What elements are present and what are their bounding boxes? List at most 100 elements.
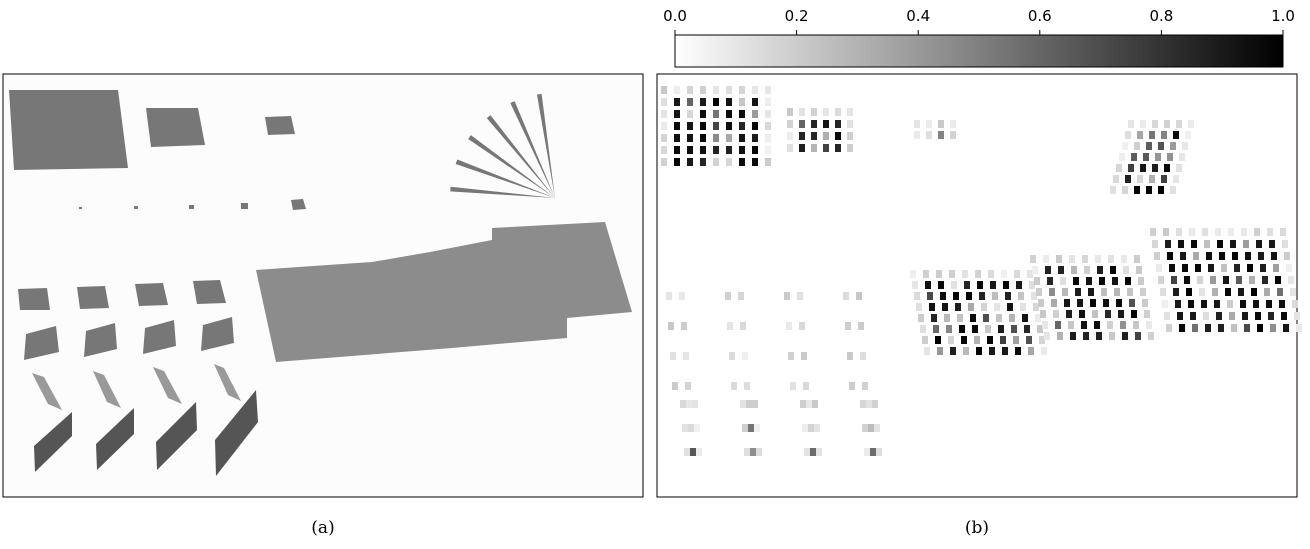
error-square	[1142, 299, 1148, 307]
error-square	[1024, 325, 1030, 333]
error-square	[1148, 332, 1154, 340]
error-square	[726, 122, 732, 130]
error-square	[1107, 321, 1113, 329]
error-square	[674, 86, 680, 94]
error-square	[1152, 240, 1158, 248]
error-square	[1099, 277, 1105, 285]
error-square	[811, 144, 817, 152]
error-square	[1122, 332, 1128, 340]
error-square	[1162, 300, 1168, 308]
error-square	[933, 325, 939, 333]
error-square	[696, 448, 702, 456]
error-square	[1088, 288, 1094, 296]
tick-label: 0.4	[906, 7, 930, 25]
tick-label: 1.0	[1271, 7, 1295, 25]
error-square	[856, 292, 862, 300]
error-square	[700, 146, 706, 154]
error-square	[1186, 288, 1192, 296]
error-square	[744, 382, 750, 390]
error-square	[694, 424, 700, 432]
error-square	[814, 424, 820, 432]
error-square	[739, 122, 745, 130]
error-square	[1195, 264, 1201, 272]
error-square	[845, 322, 851, 330]
error-square	[823, 132, 829, 140]
fan	[450, 93, 555, 198]
error-square	[738, 292, 744, 300]
error-square	[1170, 186, 1176, 194]
error-square	[937, 347, 943, 355]
error-square	[876, 448, 882, 456]
error-square	[765, 110, 771, 118]
error-square	[1188, 300, 1194, 308]
error-square	[950, 131, 956, 139]
error-square	[992, 292, 998, 300]
error-square	[1013, 336, 1019, 344]
error-square	[1149, 131, 1155, 139]
error-square	[1029, 281, 1035, 289]
error-square	[835, 108, 841, 116]
error-square	[1180, 252, 1186, 260]
error-square	[950, 120, 956, 128]
error-square	[1152, 164, 1158, 172]
error-square	[700, 86, 706, 94]
error-square	[1258, 252, 1264, 260]
error-square	[661, 86, 667, 94]
error-square	[1127, 288, 1133, 296]
fan-blade	[486, 115, 555, 198]
error-square	[1228, 228, 1234, 236]
error-square	[692, 400, 698, 408]
error-square	[1175, 300, 1181, 308]
error-square	[1041, 347, 1047, 355]
error-square	[1011, 325, 1017, 333]
error-square	[687, 134, 693, 142]
error-square	[1028, 347, 1034, 355]
error-square	[1286, 264, 1292, 272]
error-square	[942, 303, 948, 311]
error-square	[739, 146, 745, 154]
error-square	[927, 292, 933, 300]
error-square	[661, 146, 667, 154]
error-square	[682, 424, 688, 432]
error-square	[975, 270, 981, 278]
error-square	[683, 352, 689, 360]
error-square	[1192, 324, 1198, 332]
error-square	[1144, 310, 1150, 318]
error-square	[1236, 276, 1242, 284]
error-square	[1231, 324, 1237, 332]
error-square	[1096, 332, 1102, 340]
error-square	[1070, 332, 1076, 340]
caption: (a)	[311, 518, 334, 538]
error-square	[1039, 336, 1045, 344]
error-square	[931, 314, 937, 322]
error-square	[674, 146, 680, 154]
error-square	[739, 158, 745, 166]
error-square	[1133, 321, 1139, 329]
error-square	[976, 347, 982, 355]
error-square	[1000, 336, 1006, 344]
error-square	[935, 336, 941, 344]
error-square	[1062, 288, 1068, 296]
error-square	[812, 400, 818, 408]
error-square	[752, 122, 758, 130]
error-square	[661, 134, 667, 142]
error-square	[1123, 266, 1129, 274]
error-square	[1018, 292, 1024, 300]
error-square	[1223, 276, 1229, 284]
error-square	[925, 281, 931, 289]
error-square	[1101, 288, 1107, 296]
error-square	[765, 98, 771, 106]
error-square	[1217, 240, 1223, 248]
error-square	[1129, 299, 1135, 307]
error-square	[700, 110, 706, 118]
error-square	[979, 292, 985, 300]
error-square	[1230, 240, 1236, 248]
error-square	[1032, 266, 1038, 274]
error-square	[1040, 310, 1046, 318]
error-square	[674, 134, 680, 142]
error-square	[742, 424, 748, 432]
error-square	[862, 424, 868, 432]
tick-label: 0.8	[1149, 7, 1173, 25]
error-square	[687, 146, 693, 154]
error-square	[918, 314, 924, 322]
